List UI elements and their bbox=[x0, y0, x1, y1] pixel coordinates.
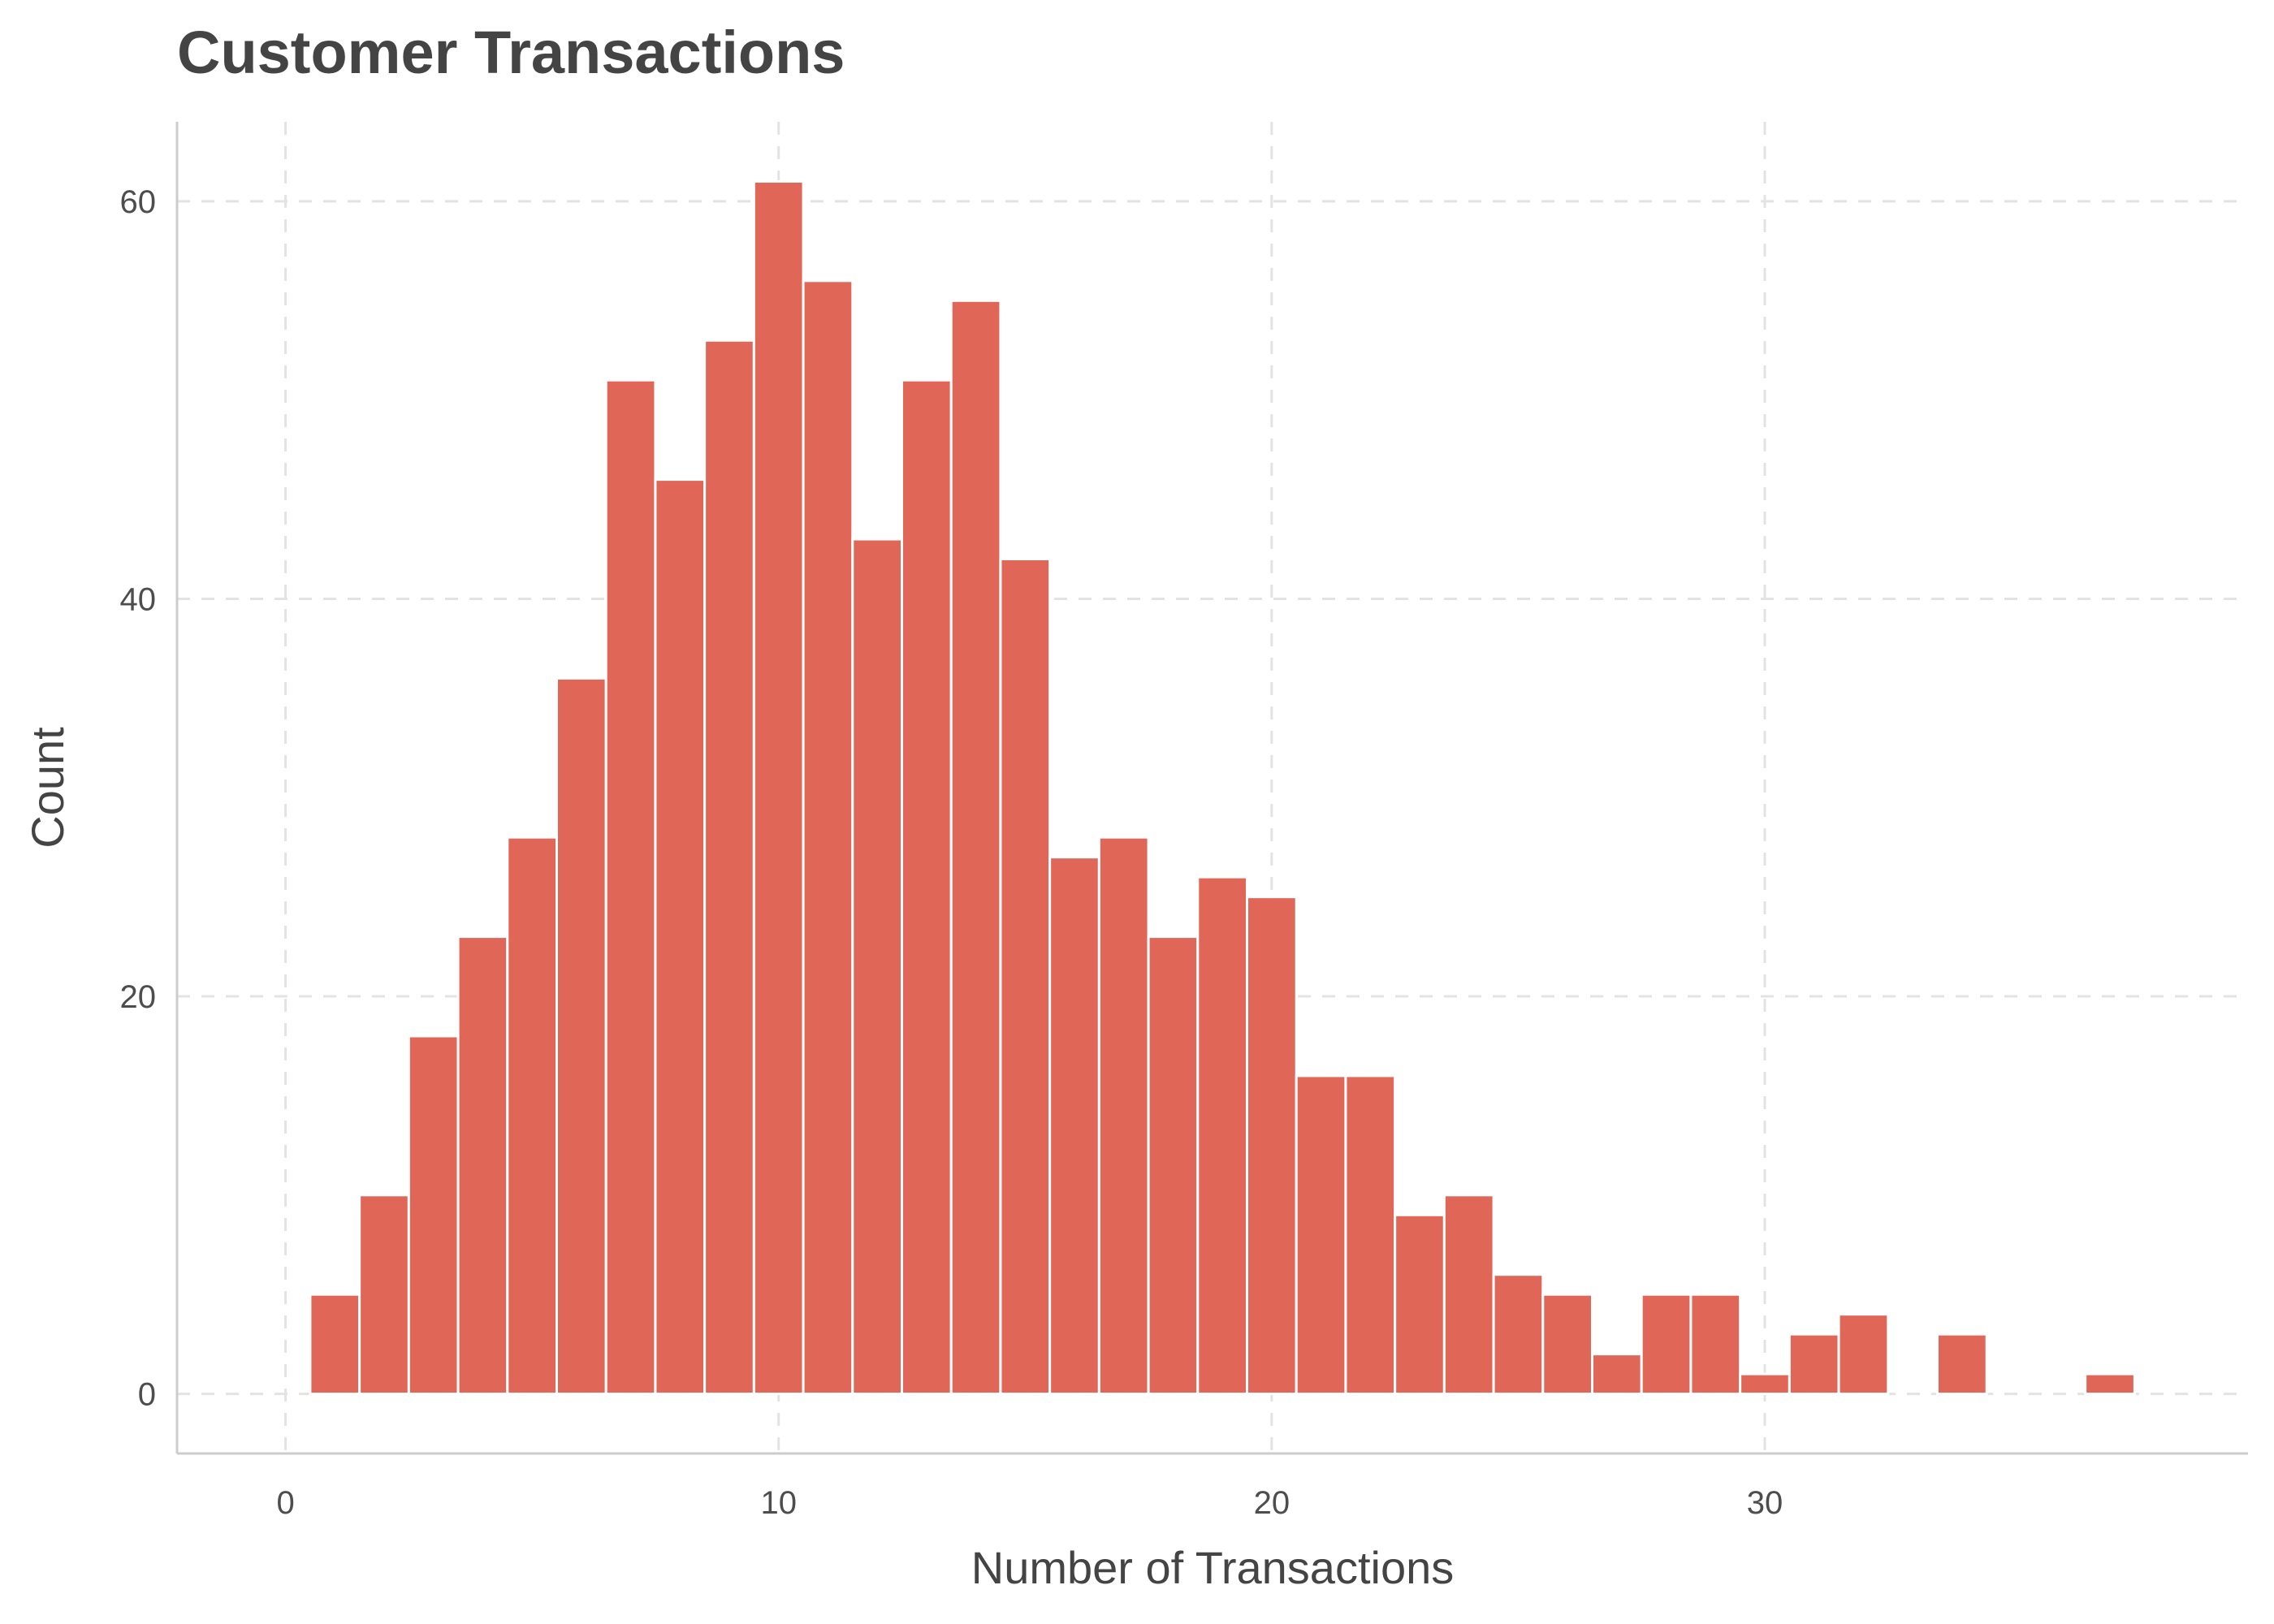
x-tick-labels: 0 10 20 30 bbox=[276, 1485, 1783, 1521]
histogram-bar bbox=[1936, 1332, 1988, 1396]
histogram-bar bbox=[1442, 1194, 1495, 1396]
y-tick-label: 60 bbox=[120, 184, 157, 220]
histogram-bar bbox=[1837, 1313, 1890, 1396]
histogram-bar bbox=[1048, 856, 1100, 1396]
y-tick-label: 20 bbox=[120, 979, 157, 1015]
histogram-bar bbox=[802, 279, 854, 1396]
x-tick-label: 0 bbox=[276, 1485, 294, 1521]
histogram-bar bbox=[556, 676, 607, 1396]
histogram-bar bbox=[1097, 836, 1150, 1396]
histogram-bar bbox=[1295, 1074, 1347, 1396]
histogram-bar bbox=[1344, 1074, 1397, 1396]
histogram-bar bbox=[358, 1194, 410, 1396]
x-tick-label: 20 bbox=[1254, 1485, 1290, 1521]
histogram-bar bbox=[654, 478, 707, 1396]
histogram-bar bbox=[1689, 1293, 1742, 1396]
x-tick-label: 10 bbox=[760, 1485, 797, 1521]
histogram-bars bbox=[309, 179, 2136, 1396]
histogram-bar bbox=[1147, 935, 1200, 1396]
histogram-bar bbox=[999, 558, 1052, 1396]
histogram-bar bbox=[407, 1034, 460, 1396]
histogram-bar bbox=[1541, 1293, 1594, 1396]
histogram-bar bbox=[1739, 1372, 1791, 1396]
histogram-bar bbox=[1394, 1213, 1446, 1396]
histogram-bar bbox=[1640, 1293, 1693, 1396]
chart-title: Customer Transactions bbox=[177, 19, 845, 86]
x-tick-label: 30 bbox=[1747, 1485, 1783, 1521]
histogram-bar bbox=[506, 836, 558, 1396]
histogram-bar bbox=[752, 179, 805, 1396]
histogram-bar bbox=[1492, 1273, 1545, 1396]
y-axis-title: Count bbox=[22, 727, 73, 849]
histogram-bar bbox=[1196, 875, 1249, 1396]
histogram-bar bbox=[901, 378, 953, 1396]
y-tick-labels: 0 20 40 60 bbox=[120, 184, 157, 1413]
x-axis-title: Number of Transactions bbox=[971, 1542, 1454, 1593]
histogram-bar bbox=[309, 1293, 361, 1396]
histogram-bar bbox=[456, 935, 509, 1396]
histogram-bar bbox=[604, 378, 657, 1396]
y-tick-label: 0 bbox=[138, 1377, 156, 1413]
histogram-bar bbox=[851, 538, 904, 1396]
histogram-bar bbox=[703, 339, 755, 1396]
axes bbox=[175, 122, 2248, 1455]
histogram-bar bbox=[949, 299, 1002, 1396]
histogram-bar bbox=[1788, 1332, 1840, 1396]
histogram-bar bbox=[1591, 1353, 1643, 1396]
histogram-bar bbox=[1246, 896, 1298, 1396]
histogram-bar bbox=[2084, 1372, 2136, 1396]
y-tick-label: 40 bbox=[120, 581, 157, 617]
